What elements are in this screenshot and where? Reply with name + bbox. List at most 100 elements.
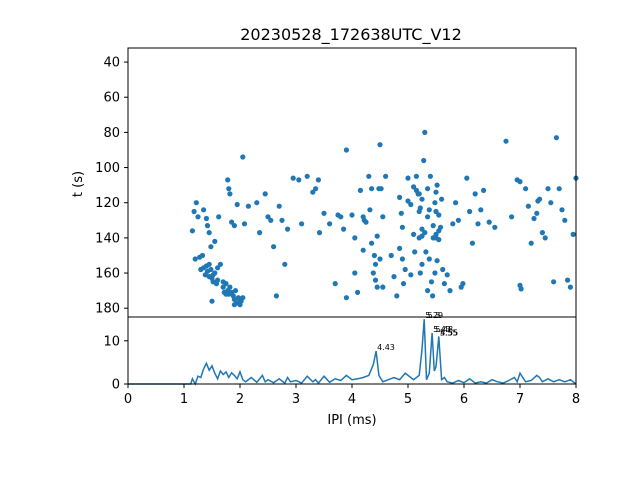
peak-label: 5.55 — [440, 328, 458, 337]
scatter-point — [400, 281, 407, 287]
scatter-point — [411, 184, 417, 190]
scatter-point — [475, 221, 481, 227]
scatter-point — [419, 196, 425, 202]
scatter-point — [355, 289, 361, 295]
scatter-point — [419, 226, 425, 232]
scatter-point — [525, 203, 532, 209]
scatter-point — [377, 142, 383, 148]
scatter-point — [432, 200, 438, 206]
scatter-point — [208, 266, 214, 273]
scatter-point — [367, 207, 373, 213]
scatter-point — [227, 191, 233, 197]
scatter-point — [189, 228, 195, 234]
scatter-point — [203, 215, 209, 222]
scatter-point — [434, 258, 440, 264]
scatter-point — [467, 208, 473, 215]
scatter-point — [434, 182, 440, 188]
scatter-point — [436, 212, 442, 218]
scatter-point — [279, 217, 285, 223]
scatter-point — [208, 244, 214, 250]
scatter-point — [206, 230, 212, 236]
scatter-point — [193, 200, 199, 206]
scatter-point — [377, 256, 383, 262]
scatter-point — [426, 256, 432, 262]
scatter-point — [215, 277, 221, 283]
scatter-point — [327, 221, 333, 227]
scatter-point — [232, 288, 239, 294]
scatter-point — [209, 298, 215, 304]
scatter-point — [370, 270, 376, 276]
scatter-point — [192, 256, 198, 262]
scatter-point — [430, 293, 436, 299]
scatter-point — [492, 224, 498, 230]
scatter-point — [225, 177, 231, 183]
scatter-point — [341, 226, 347, 232]
scatter-point — [450, 221, 456, 227]
scatter-point — [421, 157, 427, 164]
scatter-point — [304, 173, 310, 179]
scatter-point — [212, 238, 218, 244]
scatter-point — [433, 231, 439, 237]
scatter-point — [229, 219, 235, 225]
scatter-point — [241, 221, 248, 227]
x-tick-label: 4 — [348, 392, 356, 407]
scatter-point — [231, 296, 237, 302]
x-tick-label: 6 — [460, 392, 468, 407]
scatter-point — [562, 217, 568, 223]
scatter-point — [383, 173, 389, 179]
scatter-point — [405, 198, 411, 204]
scatter-point — [556, 186, 562, 192]
y-tick-label: 60 — [103, 91, 120, 106]
x-tick-label: 7 — [516, 392, 524, 407]
scatter-point — [352, 270, 358, 276]
scatter-point — [428, 279, 435, 285]
scatter-point — [369, 240, 375, 246]
scatter-point — [542, 235, 548, 241]
scatter-point — [369, 186, 375, 192]
scatter-point — [534, 210, 540, 216]
scatter-point — [503, 138, 509, 144]
scatter-point — [226, 186, 232, 192]
peak-label: 5.29 — [425, 311, 443, 320]
scatter-point — [405, 175, 411, 181]
scatter-point — [440, 266, 446, 273]
x-tick-label: 5 — [404, 392, 412, 407]
scatter-point — [296, 177, 302, 183]
scatter-point — [343, 295, 349, 301]
scatter-point — [349, 212, 355, 218]
scatter-point — [397, 245, 403, 251]
scatter-point — [422, 230, 428, 236]
scatter-point — [509, 214, 515, 220]
histogram-panel: 4.43 5.295.3 5.435.485.554.55 0 10 0 1 2 3 4 5 6 7 8 — [103, 311, 580, 407]
x-tick-label: 1 — [180, 392, 188, 407]
scatter-point — [285, 226, 291, 232]
scatter-point — [528, 240, 534, 246]
scatter-point — [201, 207, 207, 213]
scatter-point — [478, 207, 484, 213]
scatter-point — [374, 233, 380, 239]
scatter-point — [372, 261, 379, 267]
scatter-point — [426, 207, 432, 213]
scatter-point — [408, 201, 414, 208]
scatter-point — [447, 288, 453, 294]
scatter-point — [321, 210, 327, 216]
scatter-point — [195, 214, 201, 220]
scatter-point — [231, 302, 237, 308]
scatter-point — [271, 244, 277, 250]
scatter-point — [372, 277, 379, 283]
scatter-point — [539, 230, 546, 236]
scatter-point — [437, 224, 444, 230]
scatter-point — [417, 270, 423, 276]
scatter-point — [425, 214, 431, 220]
scatter-point — [223, 291, 229, 297]
scatter-point — [216, 214, 222, 220]
y-tick-label: 10 — [103, 334, 120, 349]
scatter-point — [378, 186, 384, 192]
scatter-point — [422, 129, 428, 135]
y-tick-label: 180 — [95, 302, 120, 317]
y-tick-label: 40 — [103, 56, 120, 71]
scatter-point — [262, 191, 268, 197]
